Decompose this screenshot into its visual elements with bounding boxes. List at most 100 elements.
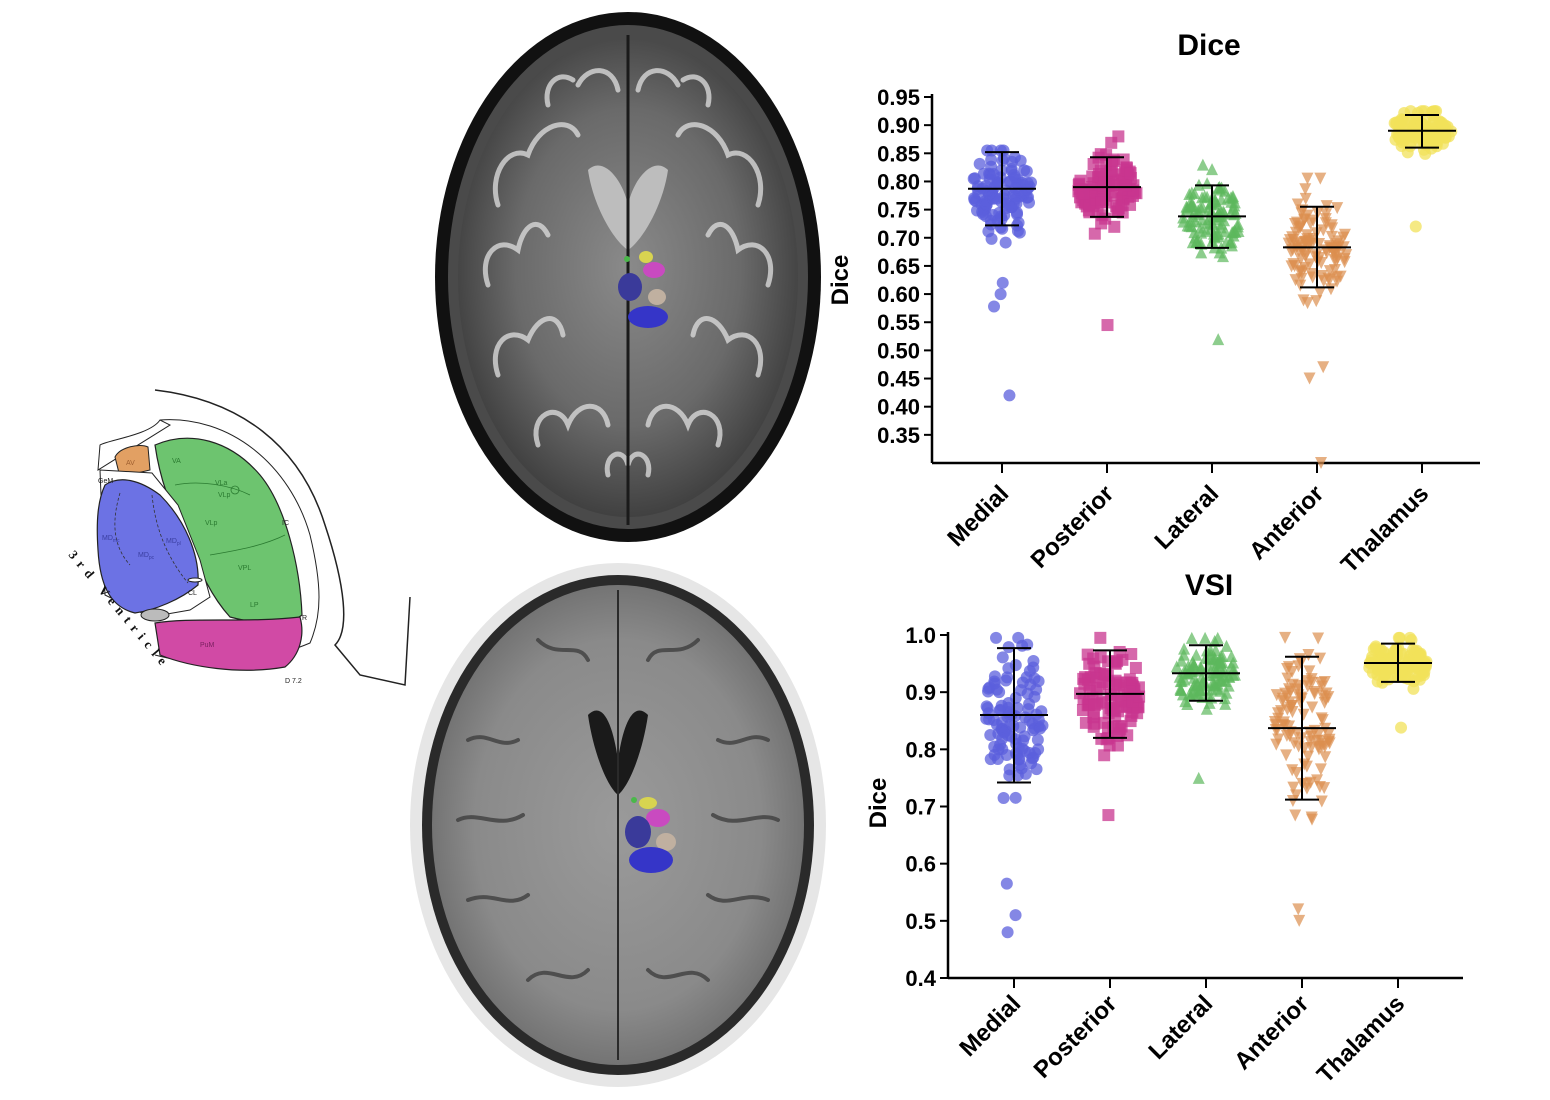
data-point — [987, 168, 1000, 181]
data-point — [990, 631, 1003, 644]
y-tick-label: 0.85 — [877, 141, 920, 166]
series-thalamus — [1388, 105, 1458, 233]
data-point — [1112, 130, 1125, 143]
data-point — [1294, 253, 1307, 266]
atlas-md-dashed — [114, 492, 131, 566]
data-point — [1003, 389, 1016, 402]
data-point — [1020, 671, 1033, 684]
data-point — [1367, 643, 1380, 656]
y-tick-label: 0.35 — [877, 423, 920, 448]
data-point — [1320, 208, 1333, 221]
x-tick-label: Thalamus — [1336, 480, 1434, 578]
data-point — [1009, 791, 1022, 804]
x-tick-label: Anterior — [1244, 480, 1329, 565]
data-point — [1281, 663, 1294, 676]
x-tick-label: Medial — [942, 480, 1014, 552]
data-point — [1198, 189, 1211, 202]
atlas-vl-line — [174, 482, 251, 496]
data-point — [1310, 295, 1323, 308]
data-point — [1271, 707, 1284, 720]
data-point — [1099, 668, 1112, 681]
data-point — [1012, 216, 1025, 229]
data-point — [999, 674, 1012, 687]
atlas-label-md-pl: MDpl — [166, 538, 181, 547]
data-point — [1395, 721, 1408, 734]
data-point — [997, 791, 1010, 804]
data-point — [988, 300, 1001, 313]
data-point — [1301, 297, 1314, 310]
data-point — [1298, 213, 1311, 226]
data-point — [1183, 188, 1196, 201]
x-tick-label: Posterior — [1026, 480, 1120, 574]
data-point — [1203, 696, 1216, 709]
data-point — [1308, 688, 1321, 701]
atlas-label-vla: VLa — [215, 480, 228, 487]
y-tick-label: 1.0 — [905, 623, 936, 648]
data-point — [1018, 164, 1031, 177]
data-point — [1213, 674, 1226, 687]
data-point — [1094, 631, 1107, 644]
data-point — [1285, 245, 1298, 258]
data-point — [1289, 809, 1302, 822]
data-point — [1291, 198, 1304, 211]
data-point — [1034, 722, 1047, 735]
data-point — [1129, 661, 1142, 674]
y-tick-label: 0.55 — [877, 310, 920, 335]
data-point — [1278, 719, 1291, 732]
data-point — [1108, 220, 1121, 233]
data-point — [1272, 733, 1285, 746]
data-point — [1109, 656, 1122, 669]
data-point — [1429, 126, 1442, 139]
mri-bottom-thalamus-overlay — [625, 797, 676, 873]
data-point — [983, 681, 996, 694]
series-posterior — [1074, 631, 1146, 822]
data-point — [1218, 214, 1231, 227]
data-point — [1291, 683, 1304, 696]
data-point — [1312, 740, 1325, 753]
data-point — [1101, 319, 1114, 332]
data-point — [1012, 753, 1025, 766]
data-point — [1324, 283, 1337, 296]
data-point — [1204, 644, 1217, 657]
data-point — [1312, 632, 1325, 645]
data-point — [1302, 750, 1315, 763]
data-point — [1288, 217, 1301, 230]
data-point — [1313, 286, 1326, 299]
data-point — [1413, 673, 1426, 686]
y-tick-label: 0.6 — [905, 852, 936, 877]
chart-vsi: VSI Dice 0.4 0.5 0.6 0.7 0.8 0.9 1.0 Medial Pos… — [865, 569, 1463, 1088]
data-point — [1083, 198, 1096, 211]
data-point — [1114, 723, 1127, 736]
mri-top-gyri — [482, 68, 774, 478]
data-point — [1017, 734, 1030, 747]
data-point — [1294, 696, 1307, 709]
data-point — [1303, 372, 1316, 385]
y-tick-label: 0.50 — [877, 338, 920, 363]
data-point — [1027, 661, 1040, 674]
data-point — [1304, 736, 1317, 749]
thalamus-atlas-diagram: AV VA VLa VLp GeM IC MDmc MDpl MDpc VLp … — [66, 389, 411, 686]
data-point — [1299, 183, 1312, 196]
data-point — [1005, 201, 1018, 214]
y-tick-label: 0.80 — [877, 169, 920, 194]
atlas-label-av: AV — [126, 460, 135, 467]
data-point — [1338, 253, 1351, 266]
data-point — [1131, 707, 1144, 720]
data-point — [1279, 631, 1292, 644]
data-point — [1005, 162, 1018, 175]
data-point — [982, 707, 995, 720]
mri-axial-bottom — [410, 563, 826, 1087]
chart-dice-plot — [930, 94, 1480, 469]
x-tick-label: Lateral — [1143, 990, 1218, 1065]
atlas-label-r: R — [302, 615, 307, 622]
data-point — [1413, 654, 1426, 667]
data-point — [1077, 692, 1090, 705]
data-point — [972, 187, 985, 200]
data-point — [1303, 258, 1316, 271]
y-tick-label: 0.65 — [877, 254, 920, 279]
chart-dice-title: Dice — [1177, 29, 1240, 62]
data-point — [1286, 699, 1299, 712]
data-point — [1225, 650, 1238, 663]
data-point — [1318, 696, 1331, 709]
data-point — [994, 210, 1007, 223]
